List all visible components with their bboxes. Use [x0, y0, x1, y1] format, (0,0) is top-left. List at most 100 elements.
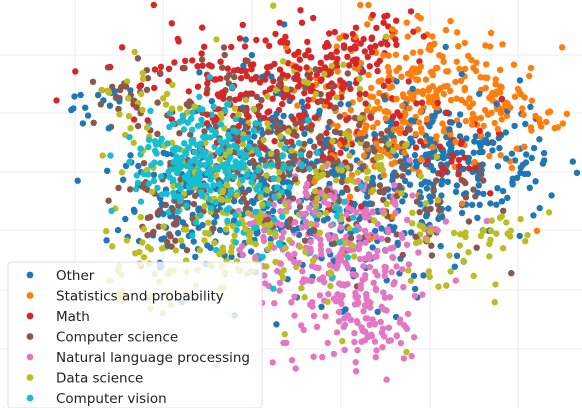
legend-marker: [26, 271, 34, 279]
scatter-point: [292, 218, 299, 226]
scatter-point: [106, 102, 114, 109]
scatter-point: [332, 172, 339, 179]
scatter-point: [453, 182, 461, 189]
scatter-point: [391, 224, 398, 231]
scatter-point: [263, 172, 270, 179]
scatter-point: [338, 281, 345, 289]
scatter-point: [184, 119, 191, 126]
scatter-point: [319, 164, 326, 171]
scatter-point: [362, 272, 369, 279]
scatter-point: [196, 93, 203, 101]
scatter-point: [127, 186, 134, 193]
scatter-point: [226, 172, 233, 179]
scatter-point: [439, 177, 446, 184]
scatter-point: [326, 261, 334, 269]
scatter-point: [538, 123, 545, 130]
scatter-point: [219, 246, 226, 253]
scatter-point: [344, 254, 351, 261]
scatter-point: [145, 136, 153, 144]
scatter-point: [376, 57, 383, 64]
scatter-point: [148, 162, 155, 169]
scatter-point: [526, 184, 533, 191]
scatter-point: [227, 186, 235, 194]
scatter-point: [109, 243, 116, 250]
scatter-point: [563, 110, 571, 118]
scatter-point: [470, 272, 477, 279]
scatter-point: [133, 104, 140, 111]
scatter-point: [497, 109, 505, 117]
scatter-point: [381, 272, 388, 279]
scatter-point: [334, 68, 341, 75]
scatter-point: [104, 167, 111, 174]
scatter-point: [487, 29, 495, 37]
scatter-point: [226, 95, 233, 103]
scatter-point: [171, 59, 178, 66]
scatter-point: [416, 222, 423, 229]
scatter-point: [115, 105, 122, 113]
scatter-point: [313, 221, 320, 228]
scatter-point: [236, 35, 244, 42]
scatter-point: [240, 62, 247, 69]
scatter-point: [335, 318, 343, 325]
scatter-point: [372, 286, 380, 294]
scatter-point: [223, 206, 230, 214]
scatter-point: [461, 39, 468, 47]
scatter-point: [498, 198, 506, 205]
scatter-point: [187, 131, 194, 138]
scatter-point: [280, 94, 287, 101]
scatter-point: [295, 112, 303, 119]
scatter-point: [386, 84, 393, 92]
scatter-point: [425, 98, 433, 106]
scatter-point: [243, 90, 250, 97]
scatter-point: [351, 200, 358, 208]
scatter-point: [372, 42, 379, 50]
scatter-point: [452, 188, 460, 195]
scatter-point: [434, 197, 442, 204]
scatter-point: [399, 119, 407, 126]
scatter-point: [341, 138, 348, 146]
scatter-point: [133, 172, 140, 179]
scatter-point: [277, 133, 284, 140]
scatter-point: [359, 130, 366, 137]
scatter-point: [393, 120, 400, 127]
scatter-point: [326, 118, 333, 126]
scatter-point: [398, 231, 405, 238]
scatter-point: [373, 347, 380, 354]
scatter-point: [456, 163, 463, 170]
scatter-point: [272, 258, 279, 266]
scatter-point: [182, 57, 189, 65]
scatter-point: [356, 90, 363, 98]
scatter-point: [385, 77, 392, 85]
scatter-point: [242, 123, 250, 131]
scatter-point: [364, 53, 371, 61]
scatter-point: [306, 165, 313, 172]
scatter-point: [491, 119, 498, 127]
scatter-point: [259, 201, 266, 208]
scatter-point: [340, 198, 348, 206]
scatter-point: [298, 210, 305, 218]
scatter-point: [115, 184, 122, 192]
scatter-point: [172, 247, 180, 254]
scatter-point: [344, 280, 351, 288]
scatter-points: [53, 1, 581, 383]
scatter-point: [345, 101, 352, 108]
scatter-point: [408, 229, 415, 236]
scatter-point: [489, 90, 496, 97]
legend-label: Computer science: [56, 330, 178, 346]
scatter-point: [82, 104, 89, 111]
scatter-point: [269, 95, 276, 102]
scatter-point: [248, 90, 256, 97]
scatter-point: [317, 91, 324, 98]
scatter-point: [271, 60, 278, 68]
scatter-point: [374, 272, 381, 279]
scatter-point: [278, 221, 285, 228]
scatter-point: [383, 200, 390, 208]
scatter-point: [279, 153, 286, 160]
scatter-point: [139, 239, 146, 246]
scatter-point: [395, 128, 403, 135]
scatter-point: [345, 62, 353, 69]
scatter-point: [322, 313, 329, 320]
scatter-point: [278, 234, 286, 242]
scatter-point: [533, 227, 541, 234]
scatter-point: [228, 243, 235, 251]
